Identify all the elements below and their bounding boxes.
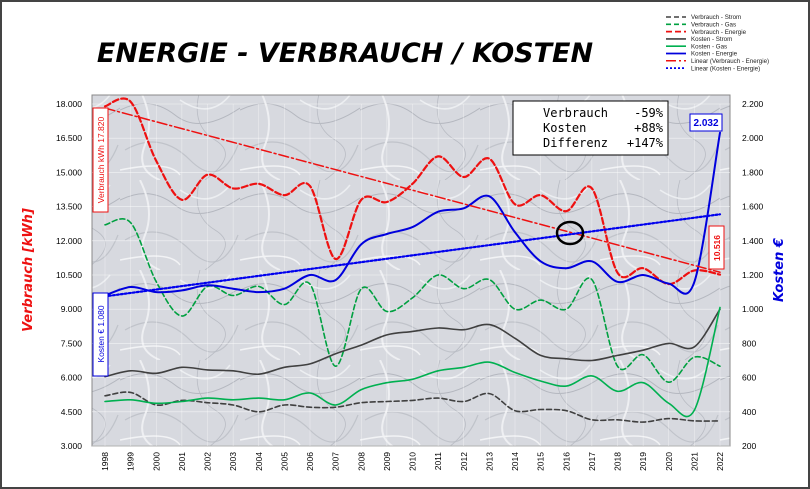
legend-label: Verbrauch - Gas [691,22,736,29]
series-line-verbrauch-strom [104,391,721,423]
series-line-linear-verbrauch-energie [104,107,721,274]
svg-text:2.032: 2.032 [693,118,718,129]
series-layer [103,97,722,423]
x-tick-label: 2002 [203,452,213,471]
y-left-tick-label: 7.500 [61,338,83,348]
x-tick-label: 2022 [715,452,725,471]
series-line-kosten-energie [104,131,721,297]
trend-intersection-marker [555,220,585,246]
kosten-start-label: Kosten € 1.080 [92,292,109,377]
right-axis-ticks: 200 400 600 800 1.000 1.200 1.400 1.600 1.800 2.0… [742,99,764,451]
x-tick-label: 2012 [459,452,469,471]
x-tick-label: 2000 [151,452,161,471]
summary-verbrauch-value: -59% [634,106,664,120]
x-axis-ticks: 1998 1999 2000 2001 2002 2003 2004 2005 2006 2007… [100,452,725,471]
series-line-verbrauch-energie [103,97,722,286]
x-tick-label: 2008 [356,452,366,471]
gridlines [92,103,730,447]
y-left-tick-label: 16.500 [56,133,82,143]
x-tick-label: 2018 [613,452,623,471]
x-tick-label: 1998 [100,452,110,471]
y-right-tick-label: 200 [742,441,756,451]
x-tick-label: 2001 [177,452,187,471]
legend-label: Verbrauch - Energie [691,29,747,36]
y-left-tick-label: 12.000 [56,236,82,246]
y-right-tick-label: 1.600 [742,202,764,212]
y-right-tick-label: 800 [742,338,756,348]
legend-label: Kosten - Energie [691,51,738,58]
x-tick-label: 2014 [510,452,520,471]
x-tick-label: 2004 [254,452,264,471]
legend-label: Kosten - Strom [691,36,732,43]
chart-title: ENERGIE - VERBRAUCH / KOSTEN [97,38,594,69]
y-axis-left-label: Verbrauch [kWh] [21,208,36,332]
x-tick-label: 1999 [126,452,136,471]
y-left-tick-label: 18.000 [56,99,82,109]
summary-kosten-value: +88% [634,121,664,135]
y-right-tick-label: 1.200 [742,270,764,280]
x-tick-label: 2016 [561,452,571,471]
y-right-tick-label: 400 [742,407,756,417]
legend-label: Kosten - Gas [691,43,727,50]
summary-differenz-label: Differenz [543,136,608,150]
series-line-linear-kosten-energie [103,213,722,298]
x-tick-label: 2003 [228,452,238,471]
x-tick-label: 2013 [484,452,494,471]
y-axis-right-label: Kosten € [772,238,787,302]
x-tick-label: 2010 [408,452,418,471]
x-tick-label: 2009 [382,452,392,471]
summary-verbrauch-label: Verbrauch [543,106,608,120]
x-tick-label: 2021 [689,452,699,471]
x-tick-label: 2017 [587,452,597,471]
legend-label: Verbrauch - Strom [691,14,741,21]
x-tick-label: 2005 [279,452,289,471]
y-left-tick-label: 9.000 [61,304,83,314]
series-line-kosten-gas [104,306,721,418]
legend-label: Linear (Verbrauch - Energie) [691,58,769,65]
y-left-tick-label: 10.500 [56,270,82,280]
x-tick-label: 2020 [664,452,674,471]
y-right-tick-label: 1.800 [742,167,764,177]
legend-label: Linear (Kosten - Energie) [691,65,760,72]
y-left-tick-label: 3.000 [61,441,83,451]
x-tick-label: 2019 [638,452,648,471]
summary-kosten-label: Kosten [543,121,586,135]
y-left-tick-label: 15.000 [56,167,82,177]
y-right-tick-label: 1.400 [742,236,764,246]
series-line-verbrauch-gas [104,218,721,384]
verbrauch-start-label: Verbrauch kWh 17.820 [92,107,109,213]
x-tick-label: 2006 [305,452,315,471]
x-tick-label: 2007 [331,452,341,471]
verbrauch-end-label: 10.516 [708,225,725,270]
kosten-end-label: 2.032 [689,113,723,132]
y-right-tick-label: 1.000 [742,304,764,314]
svg-text:Kosten € 1.080: Kosten € 1.080 [96,305,106,362]
y-left-tick-label: 13.500 [56,202,82,212]
y-left-tick-label: 6.000 [61,373,83,383]
left-axis-ticks: 3.000 4.500 6.000 7.500 9.000 10.500 12.000 13.… [56,99,82,451]
svg-text:Verbrauch kWh 17.820: Verbrauch kWh 17.820 [96,117,106,204]
y-left-tick-label: 4.500 [61,407,83,417]
y-right-tick-label: 2.000 [742,133,764,143]
y-right-tick-label: 600 [742,373,756,383]
series-line-kosten-strom [104,308,721,378]
x-tick-label: 2015 [536,452,546,471]
svg-text:10.516: 10.516 [712,235,722,261]
x-tick-label: 2011 [433,452,443,471]
summary-differenz-value: +147% [627,136,664,150]
y-right-tick-label: 2.200 [742,99,764,109]
summary-box: Verbrauch -59% Kosten +88% Differenz +14… [512,100,669,156]
